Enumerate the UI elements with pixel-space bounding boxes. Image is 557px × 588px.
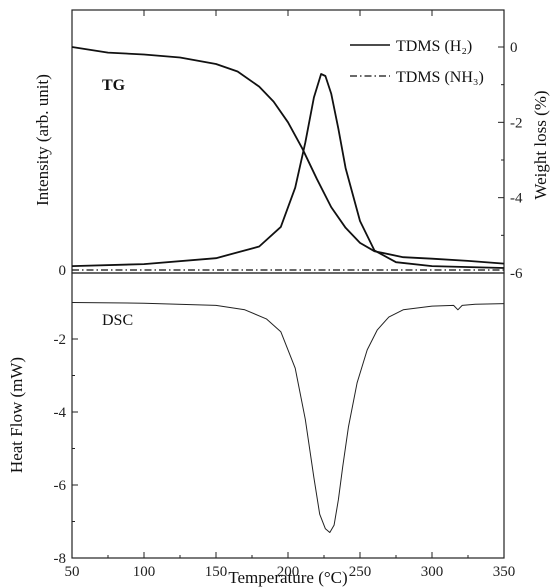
y-tick-label: -2 — [54, 332, 67, 348]
x-tick-label: 300 — [421, 564, 444, 580]
top-y-tick-label: 0 — [59, 263, 67, 279]
right-y-tick-label: -6 — [510, 266, 523, 282]
y-tick-label: -8 — [54, 551, 67, 567]
x-tick-label: 350 — [493, 564, 516, 580]
top-y-axis-title: Intensity (arb. unit) — [33, 74, 52, 206]
right-y-tick-label: -4 — [510, 191, 523, 207]
series-line-tg — [71, 46, 505, 265]
bottom-y-axis-ticks: -2 -4 -6 -8 — [54, 302, 78, 567]
tg-panel-label: TG — [102, 77, 126, 94]
bottom-panel-frame — [71, 272, 505, 559]
right-y-tick-label: -2 — [510, 115, 523, 131]
right-y-tick-label: 0 — [510, 40, 518, 56]
x-tick-label: 150 — [205, 564, 228, 580]
bottom-y-axis-title: Heat Flow (mW) — [7, 357, 26, 473]
x-tick-label: 100 — [133, 564, 156, 580]
y-tick-label: -4 — [54, 405, 67, 421]
x-tick-label: 50 — [65, 564, 80, 580]
legend: TDMS (H₂) TDMS (NH₃) — [350, 38, 484, 86]
x-axis-ticks: 50 100 150 200 250 300 350 — [65, 552, 516, 580]
top-x-axis-ticks — [71, 10, 505, 16]
right-y-axis-title: Weight loss (%) — [531, 90, 550, 199]
x-tick-label: 250 — [349, 564, 372, 580]
x-tick-label: 200 — [277, 564, 300, 580]
legend-label-nh3: TDMS (NH₃) — [396, 69, 484, 86]
series-line-dsc — [71, 302, 505, 533]
series-line-tdms-h- — [71, 73, 505, 269]
right-y-axis-ticks: 0 -2 -4 -6 — [498, 40, 523, 282]
series-layer — [71, 46, 505, 533]
dsc-panel-label: DSC — [102, 312, 133, 329]
y-tick-label: -6 — [54, 478, 67, 494]
x-axis-title: Temperature (°C) — [228, 568, 347, 587]
legend-label-h2: TDMS (H₂) — [396, 38, 472, 55]
